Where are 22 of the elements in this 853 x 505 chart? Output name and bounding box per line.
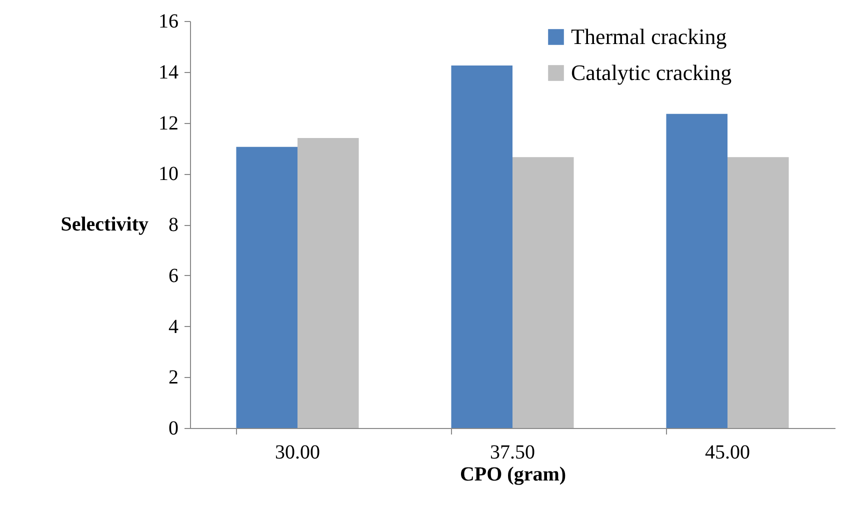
- y-tick-label: 8: [168, 214, 178, 236]
- x-tick-label: 45.00: [705, 442, 750, 464]
- y-tick-label: 10: [158, 163, 178, 186]
- bar: [728, 157, 789, 428]
- y-tick-label: 2: [168, 366, 178, 389]
- bar: [512, 157, 574, 428]
- y-tick-label: 4: [168, 316, 178, 338]
- y-tick-label: 14: [158, 61, 178, 84]
- legend-label: Catalytic cracking: [571, 60, 732, 85]
- x-tick-label: 30.00: [275, 442, 320, 464]
- bar: [298, 138, 359, 428]
- bar: [666, 114, 728, 428]
- y-tick-label: 0: [168, 418, 178, 440]
- bar: [236, 146, 298, 428]
- bar: [451, 66, 512, 428]
- y-tick-label: 16: [158, 10, 178, 32]
- y-axis-title: Selectivity: [60, 214, 148, 236]
- legend-label: Thermal cracking: [571, 24, 727, 49]
- x-tick-label: 37.50: [490, 442, 535, 464]
- x-axis-title: CPO (gram): [460, 464, 566, 486]
- y-tick-label: 12: [158, 112, 178, 134]
- y-tick-label: 6: [168, 264, 178, 287]
